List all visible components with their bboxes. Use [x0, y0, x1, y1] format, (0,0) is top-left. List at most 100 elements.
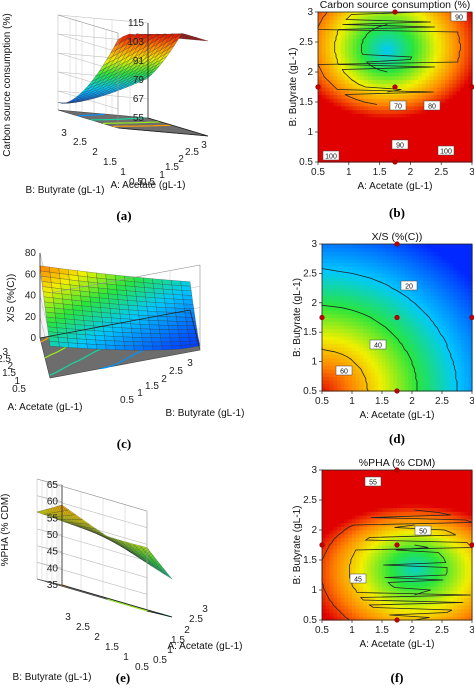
contour-cell — [363, 488, 368, 494]
contour-cell — [355, 518, 361, 524]
design-point — [394, 241, 400, 247]
contour-cell — [348, 383, 353, 388]
contour-cell — [359, 470, 364, 475]
contour-cell — [348, 247, 353, 252]
contour-cell — [333, 12, 338, 17]
contour-label-box — [369, 339, 387, 350]
contour-cell — [348, 266, 353, 271]
contour-cell — [456, 139, 462, 144]
contour-cell — [337, 541, 342, 546]
surface-patch — [161, 341, 172, 347]
contour-cell — [341, 42, 346, 47]
contour-cell — [438, 258, 443, 263]
contour-cell — [395, 83, 400, 88]
surface-patch — [110, 313, 121, 319]
contour-cell — [337, 45, 342, 51]
contour-cell — [430, 280, 436, 286]
contour-cell — [360, 57, 365, 62]
contour-cell — [359, 339, 364, 344]
contour-cell — [415, 295, 421, 300]
contour-cell — [352, 262, 357, 267]
contour-cell — [464, 335, 469, 341]
contour-cell — [382, 306, 387, 311]
contour-cell — [445, 53, 450, 58]
contour-cell — [397, 288, 402, 293]
contour-cell — [425, 143, 431, 148]
design-point — [392, 84, 398, 90]
contour-cell — [457, 280, 462, 286]
contour-cell — [378, 335, 383, 341]
contour-cell — [359, 332, 364, 337]
contour-cell — [348, 605, 353, 610]
contour-cell — [363, 251, 368, 256]
contour-cell — [355, 605, 361, 610]
contour-cell — [460, 387, 466, 392]
contour-cell — [460, 49, 465, 54]
contour-cell — [391, 79, 396, 84]
contour-cell — [348, 361, 353, 366]
contour-cell — [419, 258, 424, 263]
contour-cell — [419, 387, 424, 392]
contour-cell — [359, 379, 364, 385]
contour-cell — [355, 488, 361, 494]
contour-cell — [375, 57, 381, 62]
contour-cell — [408, 361, 413, 366]
contour-cell — [344, 541, 349, 546]
contour-cell — [460, 38, 465, 43]
contour-cell — [352, 526, 357, 531]
contour-cell — [382, 280, 387, 286]
contour-cell — [387, 53, 392, 58]
contour-cell — [406, 154, 411, 159]
floor-contour — [106, 597, 151, 613]
contour-cell — [329, 605, 334, 610]
contour-cell — [395, 30, 400, 36]
contour-cell — [337, 269, 342, 274]
contour-cell — [352, 567, 357, 572]
contour-cell — [325, 57, 331, 62]
contour-cell — [356, 147, 361, 152]
contour-cell — [383, 19, 388, 24]
contour-cell — [437, 57, 442, 62]
contour-cell — [425, 49, 431, 54]
contour-cell — [398, 158, 404, 163]
contour-cell — [378, 563, 383, 569]
contour-cell — [367, 365, 372, 370]
contour-cell — [423, 313, 428, 319]
contour-cell — [363, 262, 368, 267]
contour-cell — [404, 317, 409, 322]
contour-cell — [412, 354, 417, 359]
contour-cell — [337, 556, 342, 561]
contour-cell — [468, 124, 473, 129]
contour-cell — [423, 262, 428, 267]
contour-cell — [387, 150, 392, 156]
surface-patch — [178, 333, 189, 338]
contour-cell — [421, 49, 427, 54]
contour-cell — [325, 321, 331, 326]
contour-cell — [423, 244, 428, 249]
contour-cell — [352, 94, 358, 99]
contour-cell — [400, 379, 406, 385]
contour-cell — [370, 258, 376, 263]
contour-cell — [404, 328, 409, 333]
contour-cell — [352, 143, 358, 148]
contour-cell — [410, 12, 415, 17]
contour-cell — [329, 616, 334, 621]
contour-cell — [367, 306, 372, 311]
contour-cell — [445, 295, 451, 300]
contour-cell — [445, 19, 450, 24]
contour-cell — [464, 255, 469, 260]
contour-cell — [402, 128, 408, 133]
contour-cell — [453, 354, 458, 359]
contour-cell — [421, 158, 427, 163]
surface-patch — [152, 345, 163, 351]
contour-cell — [430, 328, 436, 333]
contour-cell — [397, 291, 402, 297]
contour-cell — [356, 124, 361, 129]
contour-cell — [404, 372, 409, 377]
contour-cell — [359, 552, 364, 557]
contour-cell — [395, 68, 400, 73]
contour-cell — [341, 105, 346, 111]
contour-cell — [340, 379, 346, 385]
contour-cell — [344, 481, 349, 486]
contour-cell — [468, 357, 473, 363]
